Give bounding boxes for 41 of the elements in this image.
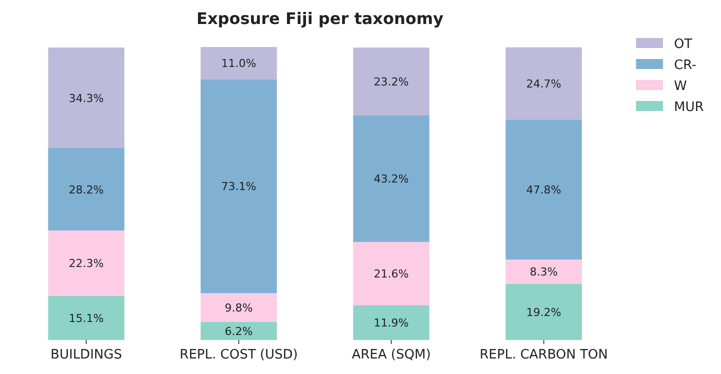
bar <box>353 48 430 116</box>
x-tick-label: BUILDINGS <box>50 348 122 363</box>
chart-title: Exposure Fiji per taxonomy <box>196 9 444 28</box>
bar <box>48 48 124 148</box>
bar <box>353 242 430 306</box>
bar <box>200 293 277 322</box>
data-label: 11.0% <box>221 57 256 70</box>
x-tick-label: REPL. COST (USD) <box>180 348 298 363</box>
data-label: 24.7% <box>526 77 562 90</box>
x-tick-label: REPL. CARBON TON <box>480 348 608 363</box>
bar <box>506 120 582 260</box>
data-label: 9.8% <box>224 302 253 315</box>
data-label: 47.8% <box>526 184 562 197</box>
bar <box>200 47 277 80</box>
bar <box>48 148 124 231</box>
data-label: 19.2% <box>526 306 562 319</box>
data-label: 21.6% <box>374 268 409 281</box>
bar <box>48 296 124 340</box>
bar <box>506 284 582 340</box>
data-label: 11.9% <box>374 316 409 330</box>
bar <box>200 322 277 340</box>
data-label: 15.1% <box>68 312 104 325</box>
bar <box>48 230 124 296</box>
data-label: 8.3% <box>530 266 558 279</box>
bar <box>353 115 430 242</box>
legend-label: CR- <box>674 58 697 73</box>
data-label: 22.3% <box>68 257 104 270</box>
x-tick-label: AREA (SQM) <box>352 348 431 363</box>
bar <box>506 260 582 284</box>
data-label: 43.2% <box>374 172 409 186</box>
data-label: 34.3% <box>68 92 104 105</box>
bar <box>200 79 277 294</box>
legend-label: MUR <box>674 100 704 115</box>
data-label: 6.2% <box>224 324 253 338</box>
legend-label: W <box>674 79 687 94</box>
data-label: 28.2% <box>68 183 104 196</box>
data-label: 23.2% <box>374 76 409 89</box>
legend-label: OT <box>674 37 692 52</box>
bar <box>506 47 582 120</box>
bar <box>353 305 430 340</box>
data-label: 73.1% <box>221 180 256 194</box>
